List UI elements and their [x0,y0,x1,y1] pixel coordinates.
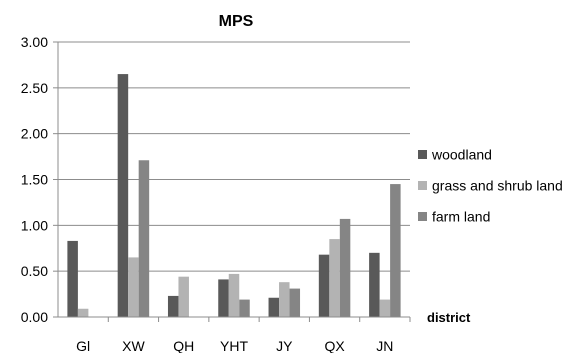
bar [390,184,401,317]
bar [329,239,340,317]
bar [369,252,380,317]
bar [379,299,391,317]
bar [279,282,290,317]
bar [67,240,78,317]
x-tick-label: QH [173,338,194,353]
legend-swatch [418,212,427,221]
y-tick-label: 3.00 [21,34,48,50]
chart-title: MPS [219,13,254,30]
bar [178,276,189,317]
y-tick-label: 0.50 [21,263,48,279]
legend-label: woodland [431,147,492,163]
x-tick-label: JY [276,338,293,353]
bar [218,279,229,317]
legend-label: farm land [432,209,490,225]
x-tick-label: YHT [220,338,248,353]
x-tick-label: QX [324,338,345,353]
x-tick-label: JN [376,338,393,353]
bars [67,74,401,317]
bar [77,308,89,317]
y-tick-label: 0.00 [21,309,48,325]
y-tick-label: 2.50 [21,80,48,96]
legend-label: grass and shrub land [432,178,563,194]
bar [268,297,280,317]
bar [117,74,129,317]
legend-swatch [418,150,427,159]
x-tick-label: XW [122,338,145,353]
y-tick-label: 1.50 [21,172,48,188]
bar [138,160,150,317]
y-tick-label: 2.00 [21,126,48,142]
x-axis-label: district [427,310,471,325]
gridlines [58,41,410,272]
bar [239,299,250,317]
bar [339,218,351,317]
bar [318,254,330,317]
legend-swatch [418,181,427,190]
bar [128,257,139,317]
y-tick-label: 1.00 [21,217,48,233]
legend: woodland grass and shrub land farm land [418,147,563,225]
axes: 0.00 0.50 1.00 1.50 2.00 2.50 3.00 Gl XW QH YHT JY Q… [21,34,411,354]
bar [167,295,179,317]
x-tick-label: Gl [76,338,90,353]
bar [228,273,240,317]
bar [289,288,301,317]
